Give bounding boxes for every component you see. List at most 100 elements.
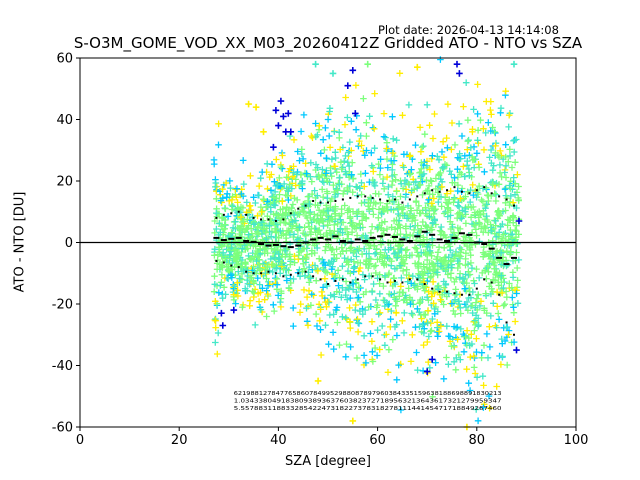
scatter-point [330, 258, 337, 265]
scatter-point [358, 199, 365, 207]
scatter-point [506, 198, 514, 206]
scatter-point [330, 345, 337, 353]
scatter-point [433, 319, 441, 326]
scatter-point [454, 336, 461, 343]
x-tick-label: 60 [369, 433, 386, 448]
scatter-point [513, 222, 520, 229]
scatter-point [259, 285, 266, 292]
scatter-point [347, 270, 354, 277]
scatter-point [462, 249, 470, 257]
scatter-point [270, 307, 278, 315]
scatter-point [226, 177, 234, 185]
scatter-point [469, 156, 477, 164]
scatter-point [334, 220, 341, 228]
median-stat-point [414, 235, 421, 238]
scatter-point [356, 245, 363, 252]
upper-stat-point [408, 198, 411, 201]
scatter-point [260, 195, 267, 203]
scatter-point [334, 187, 341, 194]
lower-stat-point [319, 278, 322, 281]
scatter-point [218, 271, 226, 278]
scatter-point [372, 296, 380, 304]
scatter-point [387, 206, 395, 213]
scatter-point [424, 277, 431, 285]
scatter-point [420, 341, 427, 349]
scatter-point [266, 267, 273, 275]
scatter-point [451, 253, 459, 260]
scatter-point [463, 162, 471, 169]
scatter-point [278, 259, 286, 266]
y-tick-label: -40 [52, 359, 73, 374]
scatter-point [416, 323, 423, 330]
scatter-point [227, 243, 234, 251]
upper-stat-point [289, 212, 292, 215]
scatter-point [251, 219, 259, 227]
scatter-point [471, 280, 478, 287]
scatter-point [250, 289, 258, 297]
scatter-point [226, 251, 233, 259]
scatter-point [224, 232, 232, 240]
scatter-point [211, 281, 219, 288]
scatter-point [399, 112, 406, 119]
scatter-point [420, 329, 428, 337]
scatter-point [283, 174, 290, 181]
scatter-point [336, 174, 343, 182]
scatter-point [215, 141, 222, 149]
upper-stat-point [222, 213, 225, 216]
scatter-point [440, 232, 447, 239]
scatter-point [474, 137, 481, 144]
scatter-point [280, 180, 288, 188]
scatter-point [298, 203, 306, 211]
scatter-point [426, 364, 434, 372]
scatter-point [425, 296, 432, 304]
scatter-point [507, 226, 514, 234]
scatter-point [480, 404, 487, 411]
scatter-point [407, 300, 414, 308]
scatter-point [326, 105, 334, 112]
scatter-point [377, 164, 384, 172]
scatter-point [399, 267, 407, 275]
scatter-point [212, 317, 219, 324]
x-tick-label: 40 [270, 433, 287, 448]
scatter-point [300, 286, 308, 294]
scatter-point [446, 218, 454, 225]
upper-stat-point [513, 204, 515, 207]
scatter-point [465, 165, 473, 173]
scatter-point [487, 312, 495, 320]
scatter-point [363, 250, 370, 257]
scatter-point [378, 322, 386, 330]
scatter-point [483, 309, 490, 317]
scatter-point [441, 257, 449, 264]
scatter-point [515, 183, 522, 190]
scatter-point [322, 170, 330, 177]
scatter-point [426, 122, 433, 129]
scatter-point [457, 356, 464, 363]
lower-stat-point [408, 278, 411, 281]
scatter-point [374, 326, 381, 334]
scatter-point [312, 120, 319, 127]
scatter-point [473, 150, 481, 157]
upper-stat-point [341, 198, 344, 201]
scatter-point [347, 294, 354, 302]
scatter-point [303, 170, 310, 177]
scatter-point [421, 130, 429, 138]
scatter-point [464, 116, 472, 124]
scatter-point [330, 181, 337, 189]
scatter-point [314, 202, 321, 209]
scatter-point [473, 374, 481, 381]
scatter-point [448, 342, 455, 350]
scatter-point [398, 205, 406, 213]
scatter-point [248, 274, 255, 282]
scatter-point [246, 281, 253, 288]
scatter-point [442, 266, 450, 273]
scatter-point [228, 196, 236, 204]
scatter-point [267, 187, 275, 194]
scatter-point [238, 270, 246, 278]
median-stat-point [458, 232, 465, 235]
scatter-point [413, 245, 420, 252]
scatter-point [220, 284, 228, 291]
scatter-point [426, 166, 434, 173]
scatter-point [342, 168, 349, 175]
scatter-point [451, 296, 459, 303]
scatter-point [414, 264, 422, 272]
